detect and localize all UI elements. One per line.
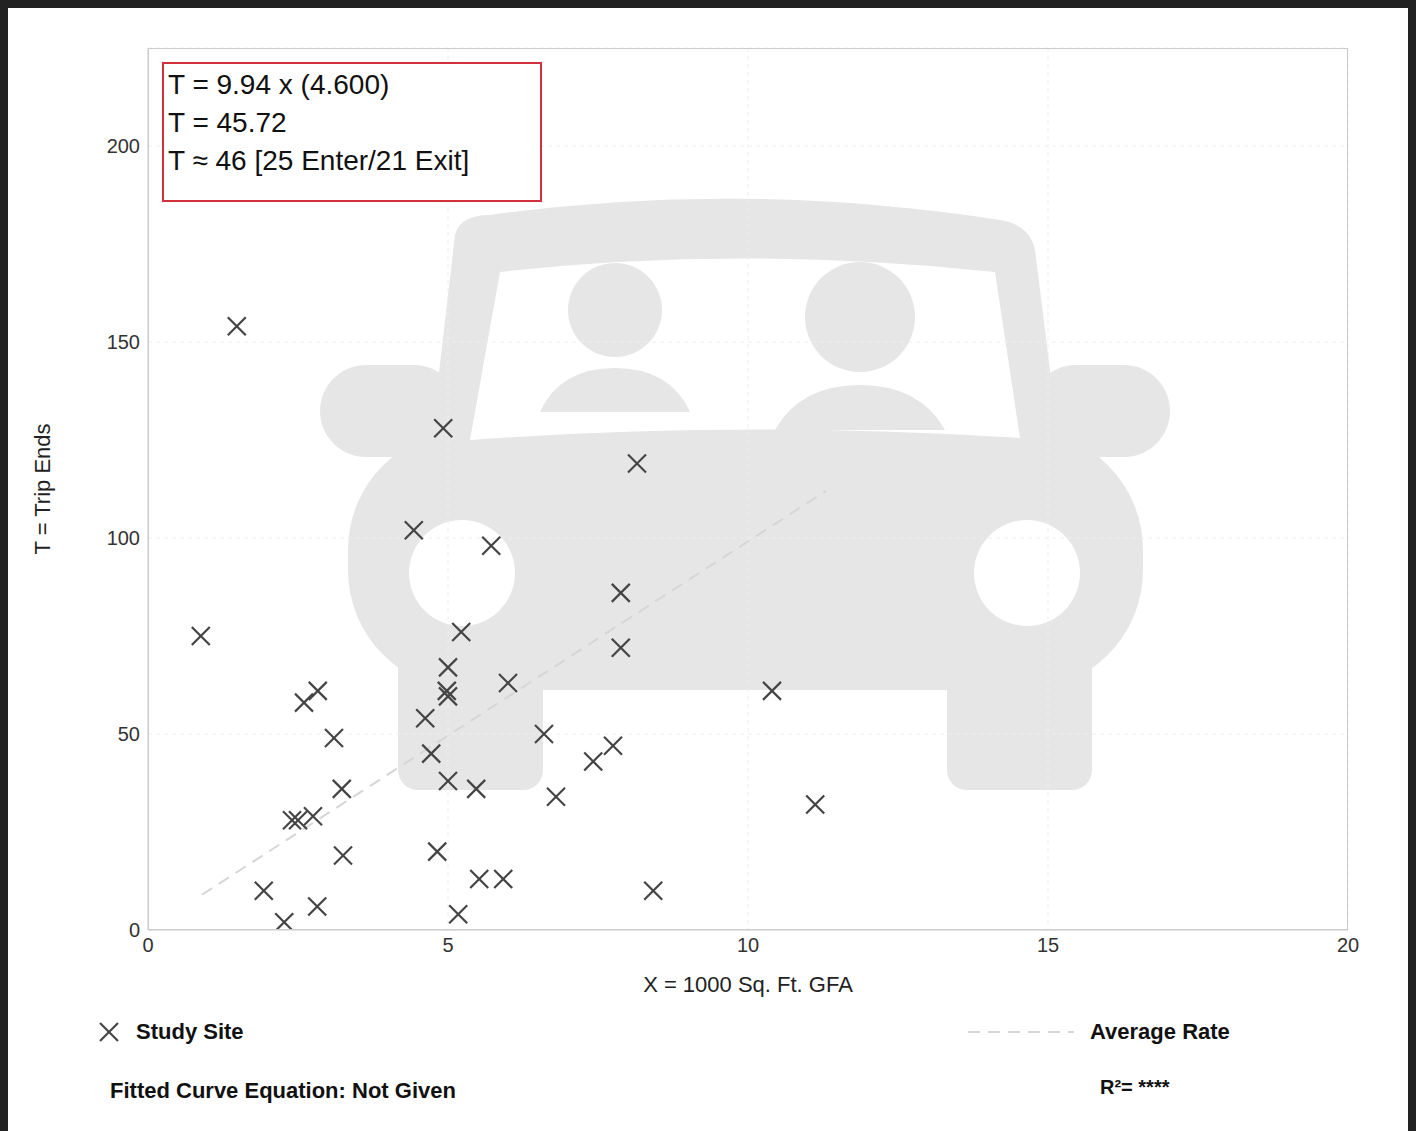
svg-text:200: 200 (107, 135, 140, 157)
svg-text:20: 20 (1337, 934, 1359, 956)
svg-text:50: 50 (118, 723, 140, 745)
svg-text:150: 150 (107, 331, 140, 353)
svg-text:0: 0 (129, 919, 140, 941)
svg-text:T = Trip Ends: T = Trip Ends (30, 423, 55, 554)
svg-text:100: 100 (107, 527, 140, 549)
svg-text:10: 10 (737, 934, 759, 956)
svg-text:0: 0 (142, 934, 153, 956)
html-text:T ≈ 46 [25 Enter/21 Exit]: T ≈ 46 [25 Enter/21 Exit] (168, 145, 470, 176)
svg-text:X = 1000 Sq. Ft. GFA: X = 1000 Sq. Ft. GFA (643, 972, 853, 997)
svg-text:5: 5 (442, 934, 453, 956)
svg-text:15: 15 (1037, 934, 1059, 956)
html-text:T = 45.72: T = 45.72 (168, 107, 287, 138)
html-text:T = 9.94 x (4.600): T = 9.94 x (4.600) (168, 69, 390, 100)
html-text:R²= ****: R²= **** (1100, 1076, 1170, 1098)
html-text:Study Site: Study Site (136, 1019, 244, 1044)
html-text:Average Rate: Average Rate (1090, 1019, 1230, 1044)
html-text:Fitted Curve Equation: Not Giv: Fitted Curve Equation: Not Given (110, 1078, 456, 1103)
